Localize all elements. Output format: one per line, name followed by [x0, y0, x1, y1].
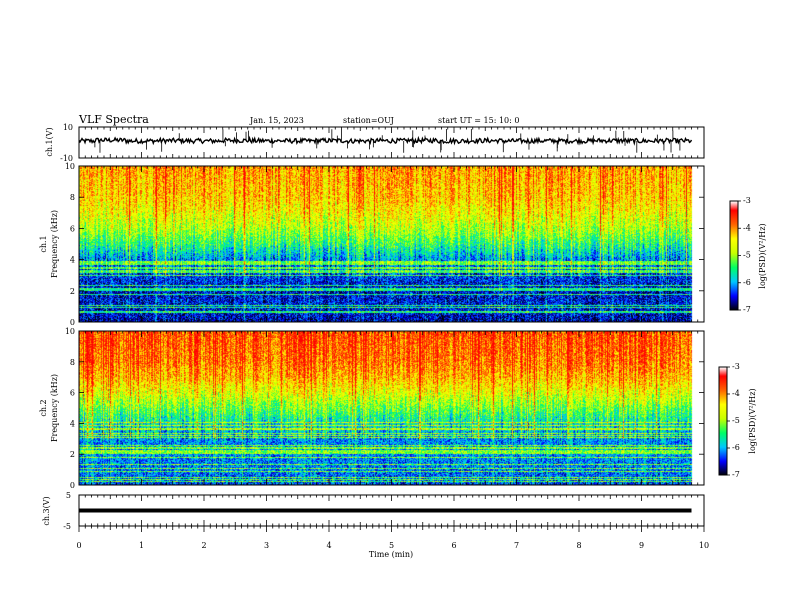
colorbar-tick-label: -6	[732, 443, 740, 452]
frequency-tick-label: 10	[65, 162, 75, 171]
frequency-tick-label: 0	[70, 318, 75, 327]
ch1-spectrogram-yticks: 0 2 4 6 8 10	[65, 162, 704, 327]
colorbar-tick-label: -4	[732, 389, 740, 398]
frequency-tick-label: 2	[70, 287, 75, 296]
ch1-spectrogram-ylabel: Frequency (kHz)	[50, 210, 59, 278]
time-axis-ticks	[78, 127, 705, 532]
frequency-tick-label: 4	[70, 419, 75, 428]
frequency-tick-label: 0	[70, 481, 75, 490]
colorbar-tick-label: -4	[743, 223, 751, 232]
time-tick-label: 2	[201, 541, 206, 550]
ch1-spikes	[94, 129, 681, 153]
ch1-spectrogram-channel-label: ch.1	[39, 235, 48, 252]
ch1-colorbar-label: log(PSD)(V²/Hz)	[758, 223, 767, 288]
ch2-spectrogram-channel-label: ch.2	[39, 399, 48, 416]
ch1-colorbar-ticks: -3 -4 -5 -6 -7	[738, 196, 751, 314]
start-time-label: start UT = 15: 10: 0	[438, 116, 519, 125]
ch1-ytick-bottom: -10	[60, 154, 73, 163]
ch1-trace	[78, 135, 693, 146]
figure-title: VLF Spectra	[78, 113, 149, 126]
frequency-tick-label: 4	[70, 256, 75, 265]
frequency-tick-label: 2	[70, 450, 75, 459]
time-tick-label: 8	[576, 541, 581, 550]
ch3-ylabel: ch.3(V)	[42, 496, 51, 525]
ch1-colorbar	[730, 201, 738, 310]
colorbar-tick-label: -3	[732, 362, 740, 371]
time-tick-label: 9	[639, 541, 644, 550]
time-tick-label: 0	[76, 541, 81, 550]
ch2-colorbar-ticks: -3 -4 -5 -6 -7	[727, 362, 740, 479]
ch1-waveform-panel: 10 -10 ch.1(V)	[45, 123, 705, 163]
ch3-ytick-top: 5	[66, 491, 71, 500]
date-label: Jan. 15, 2023	[249, 116, 304, 125]
ch2-colorbar	[719, 367, 727, 475]
ch1-spectrogram-image	[79, 166, 704, 322]
ch2-colorbar-label: log(PSD)(V²/Hz)	[748, 388, 757, 453]
frequency-tick-label: 8	[70, 358, 75, 367]
time-tick-label: 7	[514, 541, 519, 550]
ch2-spectrogram-yticks: 0 2 4 6 8 10	[65, 327, 704, 490]
colorbar-tick-label: -6	[743, 278, 751, 287]
time-tick-label: 5	[389, 541, 394, 550]
ch1-ylabel: ch.1(V)	[45, 127, 54, 156]
time-tick-label: 10	[699, 541, 709, 550]
frequency-tick-label: 6	[70, 224, 75, 233]
station-label: station=OUJ	[343, 116, 394, 125]
time-tick-label: 6	[451, 541, 456, 550]
time-axis-label: Time (min)	[369, 550, 413, 559]
ch2-spectrogram-ylabel: Frequency (kHz)	[50, 374, 59, 442]
colorbar-tick-label: -5	[732, 416, 740, 425]
time-tick-label: 3	[264, 541, 269, 550]
ch2-spectrogram-image	[79, 331, 704, 485]
colorbar-tick-label: -3	[743, 196, 751, 205]
time-tick-label: 1	[139, 541, 144, 550]
time-tick-label: 4	[326, 541, 331, 550]
colorbar-tick-label: -7	[743, 305, 751, 314]
time-axis-labels: 0 1 2 3 4 5 6 7 8 9 10	[76, 541, 709, 550]
ch3-ytick-bottom: -5	[63, 522, 71, 531]
frequency-tick-label: 6	[70, 389, 75, 398]
colorbar-tick-label: -5	[743, 251, 751, 260]
frequency-tick-label: 10	[65, 327, 75, 336]
colorbar-tick-label: -7	[732, 470, 740, 479]
ch1-ytick-top: 10	[63, 123, 73, 132]
frequency-tick-label: 8	[70, 193, 75, 202]
